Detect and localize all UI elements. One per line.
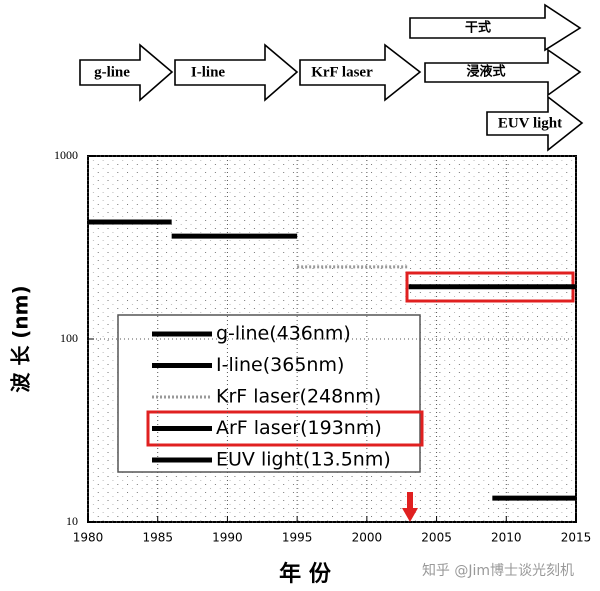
legend-label: EUV light(13.5nm) [216, 449, 391, 471]
arrow [79, 43, 174, 102]
x-tick-label: 2000 [352, 531, 383, 545]
x-tick-label: 2010 [491, 531, 522, 545]
arrow [409, 3, 582, 52]
x-tick-label: 2005 [421, 531, 452, 545]
legend-label: I-line(365nm) [216, 354, 344, 376]
stage-label: I-line [191, 64, 226, 80]
stage-label: g-line [94, 64, 130, 80]
x-tick-label: 1995 [282, 531, 313, 545]
watermark: 知乎 @Jim博士谈光刻机 [422, 562, 574, 579]
x-axis-label: 年 份 [279, 561, 332, 587]
x-tick-label: 1980 [73, 531, 104, 545]
stage-label: KrF laser [311, 64, 373, 80]
stage-label: 干式 [465, 20, 491, 36]
legend-label: ArF laser(193nm) [216, 417, 382, 439]
arrow [174, 43, 299, 102]
arrow [486, 95, 584, 152]
y-tick-label: 10 [66, 514, 78, 528]
red-arrow [402, 492, 418, 522]
stage-label: 浸液式 [466, 64, 505, 80]
y-tick-label: 1000 [54, 148, 78, 162]
highlight-box [146, 410, 424, 447]
x-tick-label: 2015 [561, 531, 592, 545]
y-axis-label: 波 长 (nm) [9, 285, 33, 392]
stage-arrows [79, 3, 584, 152]
arrow [424, 48, 582, 97]
legend-label: KrF laser(248nm) [216, 386, 381, 408]
legend-label: g-line(436nm) [216, 323, 351, 345]
x-tick-label: 1990 [212, 531, 243, 545]
x-tick-label: 1985 [142, 531, 173, 545]
stage-label: EUV light [498, 115, 562, 131]
arrow [299, 43, 422, 102]
y-tick-label: 100 [60, 331, 78, 345]
